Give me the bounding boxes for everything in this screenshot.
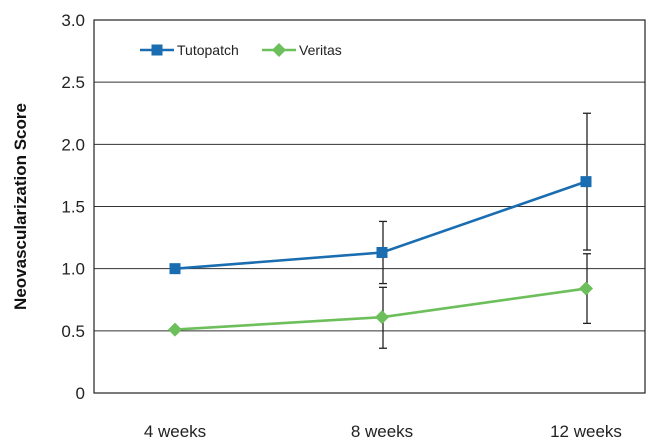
legend-marker: [272, 43, 286, 57]
y-tick-label: 2.0: [61, 135, 85, 154]
legend-label: Veritas: [299, 42, 342, 58]
x-tick-label: 8 weeks: [351, 422, 413, 441]
veritas-line: [174, 287, 587, 331]
legend-item-tutopatch: Tutopatch: [140, 42, 239, 58]
y-tick-label: 0: [76, 384, 85, 403]
y-tick-label: 3.0: [61, 11, 85, 30]
tutopatch-point: [376, 247, 388, 259]
legend-marker: [151, 44, 163, 56]
y-axis-title: Neovascularization Score: [11, 103, 30, 310]
tutopatch-point: [169, 263, 181, 275]
series-layer: [168, 112, 593, 349]
y-tick-label: 1.0: [61, 260, 85, 279]
legend-item-veritas: Veritas: [262, 42, 342, 58]
x-tick-label: 12 weeks: [550, 422, 622, 441]
veritas-point: [375, 310, 389, 325]
x-tick-label: 4 weeks: [144, 422, 206, 441]
legend: Tutopatch Veritas: [140, 42, 342, 58]
plot-area-frame: [93, 19, 646, 394]
gridlines: [94, 81, 645, 332]
tutopatch-point: [580, 176, 592, 188]
y-tick-label: 0.5: [61, 322, 85, 341]
veritas-point: [168, 322, 182, 337]
series-markers: [168, 176, 593, 337]
legend-label: Tutopatch: [177, 42, 239, 58]
y-tick-label: 2.5: [61, 73, 85, 92]
veritas-point: [579, 281, 593, 296]
x-tick-labels: 4 weeks 8 weeks 12 weeks: [144, 422, 622, 441]
y-tick-labels: 0 0.5 1.0 1.5 2.0 2.5 3.0: [61, 11, 85, 403]
y-tick-label: 1.5: [61, 198, 85, 217]
